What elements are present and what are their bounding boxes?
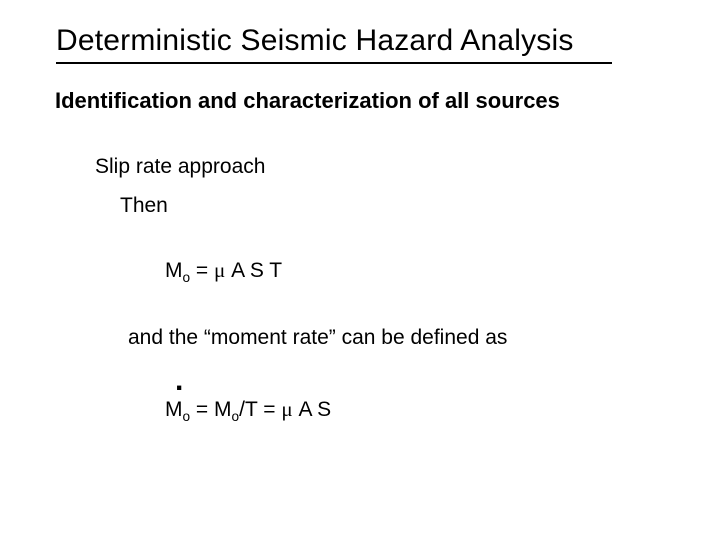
mu-symbol-2: μ xyxy=(281,397,292,421)
eq2-rest: A S xyxy=(293,398,332,421)
equation-moment: Mo = μ A S T xyxy=(165,258,282,283)
subtitle: Identification and characterization of a… xyxy=(55,88,560,114)
eq2-m1-sub: o xyxy=(183,409,191,424)
body-line-moment-rate: and the “moment rate” can be defined as xyxy=(128,326,507,350)
eq1-eq: = xyxy=(190,259,214,282)
eq2-m2-sub: o xyxy=(232,409,240,424)
eq1-m: M xyxy=(165,259,183,282)
slide: Deterministic Seismic Hazard Analysis Id… xyxy=(0,0,720,540)
eq2-mid1: = M xyxy=(190,398,231,421)
overdot: . xyxy=(175,376,183,386)
body-line-then: Then xyxy=(120,194,168,218)
eq2-mid2: /T = xyxy=(239,398,281,421)
mu-symbol-1: μ xyxy=(214,258,225,282)
eq2-m1: M xyxy=(165,398,183,421)
body-line-approach: Slip rate approach xyxy=(95,155,265,179)
page-title: Deterministic Seismic Hazard Analysis xyxy=(56,24,574,58)
eq1-rest: A S T xyxy=(225,259,282,282)
title-underline xyxy=(56,62,612,64)
equation-moment-rate: Mo = Mo/T = μ A S xyxy=(165,397,331,422)
eq1-m-sub: o xyxy=(183,270,191,285)
